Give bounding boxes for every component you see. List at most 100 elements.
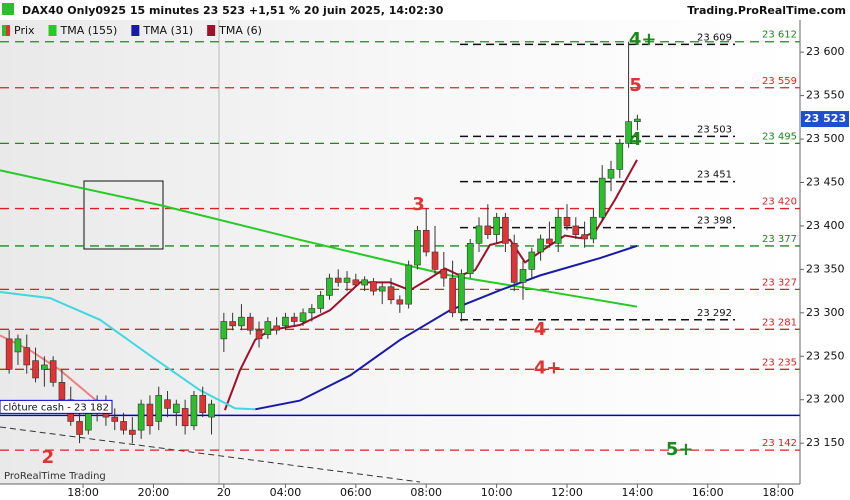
signal-marker: 4+: [534, 357, 562, 378]
x-tick-label: 14:00: [622, 486, 654, 499]
candle-body: [510, 243, 518, 283]
legend-swatch: [207, 25, 216, 36]
y-tick-label: 23 600: [806, 45, 845, 58]
signal-marker: 4+: [629, 29, 657, 50]
candle-body: [607, 169, 615, 179]
candle-body: [414, 229, 421, 266]
y-tick-label: 23 350: [806, 262, 845, 275]
y-tick-label: 23 150: [806, 436, 845, 449]
level-label: 23 495: [762, 131, 797, 142]
candle-body: [405, 264, 412, 305]
x-tick-label: 16:00: [692, 486, 724, 499]
candle-body: [546, 238, 553, 244]
candle-body: [32, 360, 39, 379]
level-label: 23 142: [762, 438, 797, 449]
signal-marker: 4: [629, 129, 642, 150]
candle-body: [208, 403, 215, 418]
short-level-label: 23 292: [697, 308, 732, 319]
level-label: 23 420: [762, 197, 797, 208]
level-label: 23 281: [762, 317, 797, 328]
short-level-label: 23 398: [697, 216, 732, 227]
candle-body: [220, 321, 228, 340]
candle-body: [370, 281, 377, 292]
y-tick-label: 23 300: [806, 306, 845, 319]
x-tick-label: 06:00: [340, 486, 372, 499]
indicator-line: [0, 291, 256, 411]
candle-body: [23, 347, 31, 366]
candle-body: [190, 395, 198, 427]
candle-body: [361, 279, 368, 286]
candle-body: [616, 143, 624, 170]
candle-body: [396, 299, 404, 305]
candle-body: [246, 316, 254, 331]
icon: [2, 3, 14, 15]
legend-label: Prix: [14, 24, 35, 37]
candle-body: [572, 225, 580, 235]
candle-body: [590, 216, 597, 240]
plot-area: [0, 20, 800, 484]
drawn-box: [83, 180, 164, 250]
candle-body: [466, 243, 474, 275]
candle-body: [625, 121, 632, 144]
last-price-box: [801, 111, 849, 128]
header-bar: [0, 0, 850, 20]
signal-marker: 5: [629, 75, 642, 96]
last-price-label: 23 523: [804, 112, 846, 125]
legend-label: TMA (31): [142, 24, 193, 37]
candle-body: [493, 216, 500, 235]
candle-body: [528, 251, 536, 270]
candle-body: [181, 408, 189, 427]
candle-body: [563, 216, 571, 227]
footer: ProRealTime Trading: [4, 471, 106, 482]
candle-body: [129, 429, 136, 435]
candle-body: [49, 360, 57, 383]
candle-body: [387, 286, 395, 301]
candle-body: [58, 382, 66, 401]
candle-body: [581, 234, 588, 240]
short-level-label: 23 451: [697, 170, 732, 181]
candle-body: [120, 421, 127, 431]
level-label: 23 327: [762, 277, 797, 288]
candle-body: [502, 216, 509, 244]
candle-body: [255, 329, 263, 340]
candle-body: [431, 251, 439, 270]
x-tick-label: 20:00: [138, 486, 170, 499]
y-tick-label: 23 200: [806, 393, 845, 406]
legend-label: TMA (6): [218, 24, 262, 37]
x-tick-label: 10:00: [481, 486, 513, 499]
candle-body: [343, 277, 351, 283]
y-tick-label: 23 450: [806, 175, 845, 188]
candle-body: [76, 421, 83, 435]
x-tick-label: 08:00: [410, 486, 442, 499]
y-tick-label: 23 550: [806, 89, 845, 102]
signal-marker: 3: [412, 194, 425, 215]
candle-body: [238, 316, 245, 327]
legend-swatch: [6, 25, 10, 36]
y-tick-label: 23 400: [806, 219, 845, 232]
candle-body: [475, 225, 483, 244]
candle-body: [146, 403, 154, 427]
close-label: clôture cash - 23 182: [3, 401, 109, 413]
candle-body: [299, 312, 307, 322]
signal-marker: 5+: [666, 439, 694, 460]
candle-body: [111, 416, 119, 422]
x-tick-label: 04:00: [270, 486, 302, 499]
candle-body: [378, 286, 386, 292]
candle-body: [449, 277, 456, 314]
candle-body: [634, 118, 641, 122]
level-label: 23 559: [762, 76, 797, 87]
candle-body: [484, 225, 492, 235]
candle-body: [317, 295, 324, 309]
candle-body: [155, 395, 163, 422]
candle-body: [440, 269, 448, 279]
candle-body: [458, 273, 465, 314]
chart-title: DAX40 Only0925 15 minutes 23 523 +1,51 %…: [22, 4, 444, 17]
close-label-bg: [0, 399, 113, 414]
candle-body: [5, 338, 13, 370]
legend-label: TMA (155): [60, 24, 118, 37]
signal-marker: 2: [42, 447, 55, 468]
candle-body: [352, 279, 360, 286]
candle-body: [290, 316, 298, 322]
signal-marker: 4: [534, 319, 547, 340]
